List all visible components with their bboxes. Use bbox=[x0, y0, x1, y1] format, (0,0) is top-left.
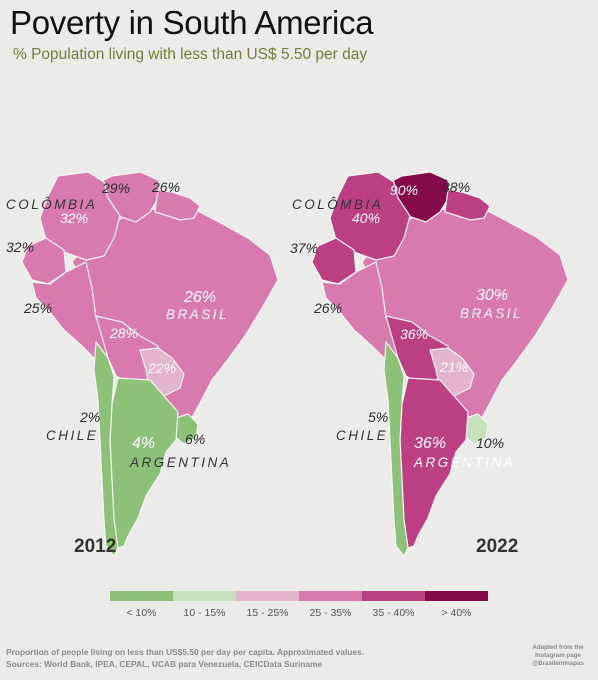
label-ecuador-value: 32% bbox=[6, 239, 34, 255]
label-argentina-name-2022: ARGENTINA bbox=[413, 455, 515, 470]
label-paraguay-value: 22% bbox=[147, 360, 176, 376]
label-bolivia-value-2022: 36% bbox=[400, 326, 428, 342]
label-brazil-value: 26% bbox=[183, 289, 216, 306]
label-argentina-value: 4% bbox=[132, 435, 155, 452]
label-brazil-value-2022: 30% bbox=[476, 287, 508, 304]
labels-2012: COLÔMBIA 29% 26% 32% 32% 25% 26% BRASIL … bbox=[6, 179, 231, 557]
footer-note: Proportion of people living on less than… bbox=[6, 646, 364, 670]
label-chile-name-2022: CHILE bbox=[336, 428, 388, 443]
region-colombia-2012 bbox=[39, 171, 121, 261]
label-brazil-name-2022: BRASIL bbox=[460, 306, 523, 321]
label-colombia-name-2022: COLÔMBIA bbox=[292, 197, 383, 212]
credit-line-3: @Brasilemmapas bbox=[532, 660, 584, 668]
region-guianas-2022 bbox=[444, 189, 491, 221]
label-brazil-name: BRASIL bbox=[166, 307, 229, 322]
legend-swatch-4 bbox=[362, 591, 425, 601]
labels-2022: COLÔMBIA 90% 38% 40% 37% 26% 30% BRASIL … bbox=[290, 179, 523, 557]
label-argentina-name: ARGENTINA bbox=[129, 455, 231, 470]
legend-label-3: 25 - 35% bbox=[309, 607, 351, 619]
label-ecuador-value-2022: 37% bbox=[290, 240, 318, 256]
legend: < 10% 10 - 15% 15 - 25% 25 - 35% 35 - 40% > 4… bbox=[110, 591, 488, 619]
region-guianas-2012 bbox=[154, 189, 201, 221]
page-title: Poverty in South America bbox=[10, 4, 374, 41]
label-uruguay-value: 6% bbox=[185, 431, 205, 447]
label-colombia-value: 32% bbox=[60, 210, 88, 226]
label-colombia-name: COLÔMBIA bbox=[6, 197, 97, 212]
legend-swatch-5 bbox=[425, 591, 488, 601]
legend-label-0: < 10% bbox=[126, 607, 156, 619]
legend-label-2: 15 - 25% bbox=[246, 607, 288, 619]
map-2012 bbox=[21, 171, 279, 557]
map-2022 bbox=[311, 171, 569, 557]
region-colombia-2022 bbox=[329, 171, 411, 261]
legend-swatch-0 bbox=[110, 591, 173, 601]
year-label-2022: 2022 bbox=[476, 536, 518, 557]
credit-line-2: Instagram page bbox=[535, 652, 581, 660]
label-chile-value: 2% bbox=[79, 409, 100, 425]
legend-label-5: > 40% bbox=[441, 607, 471, 619]
footer-line-1: Proportion of people living on less than… bbox=[6, 647, 365, 657]
legend-label-1: 10 - 15% bbox=[183, 607, 225, 619]
label-colombia-value-2022: 40% bbox=[352, 210, 380, 226]
label-guyana-value: 26% bbox=[151, 179, 180, 195]
region-chile-2012 bbox=[93, 341, 119, 557]
label-peru-value: 25% bbox=[23, 300, 52, 316]
year-label-2012: 2012 bbox=[74, 536, 116, 557]
label-argentina-value-2022: 36% bbox=[414, 435, 446, 452]
legend-label-4: 35 - 40% bbox=[372, 607, 414, 619]
label-chile-value-2022: 5% bbox=[368, 409, 388, 425]
label-uruguay-value-2022: 10% bbox=[476, 435, 504, 451]
label-guyana-value-2022: 38% bbox=[442, 179, 470, 195]
label-venezuela-value: 29% bbox=[101, 180, 130, 196]
credit: Adapted from the Instagram page @Brasile… bbox=[521, 644, 595, 669]
label-peru-value-2022: 26% bbox=[313, 300, 342, 316]
label-bolivia-value: 28% bbox=[109, 325, 138, 341]
region-chile-2022 bbox=[383, 341, 409, 557]
legend-swatch-2 bbox=[236, 591, 299, 601]
footer-line-2: Sources: World Bank, IPEA, CEPAL, UCAB p… bbox=[6, 659, 323, 669]
label-chile-name: CHILE bbox=[46, 428, 98, 443]
label-paraguay-value-2022: 21% bbox=[439, 359, 468, 375]
legend-swatch-1 bbox=[173, 591, 236, 601]
credit-line-1: Adapted from the bbox=[532, 644, 584, 651]
label-venezuela-value-2022: 90% bbox=[390, 182, 418, 198]
page-subtitle: % Population living with less than US$ 5… bbox=[13, 46, 368, 63]
legend-swatch-3 bbox=[299, 591, 362, 601]
